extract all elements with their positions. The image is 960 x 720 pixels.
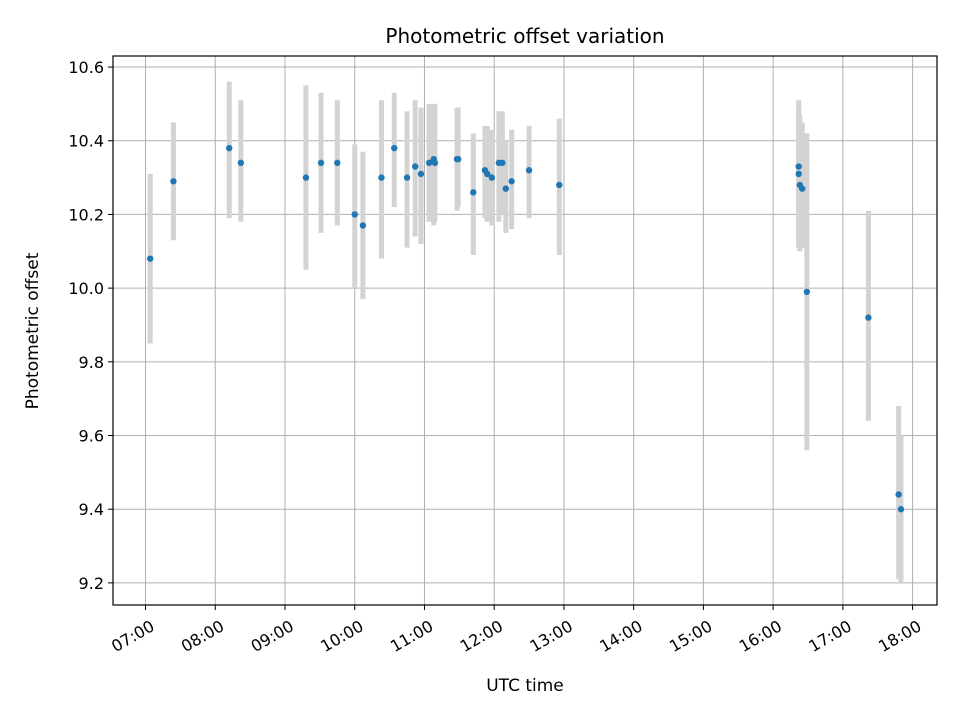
y-tick-label: 10.4 xyxy=(68,132,104,151)
data-point xyxy=(865,314,872,321)
data-point xyxy=(359,222,367,229)
data-point xyxy=(146,255,154,262)
data-point xyxy=(317,159,325,167)
y-axis-label: Photometric offset xyxy=(23,252,43,409)
data-point xyxy=(237,159,245,167)
data-point xyxy=(425,159,433,167)
data-point xyxy=(470,189,477,196)
chart-title: Photometric offset variation xyxy=(385,24,664,48)
plot-frame xyxy=(112,55,938,606)
data-point xyxy=(895,491,902,498)
data-point xyxy=(403,174,411,181)
y-tick-label: 9.8 xyxy=(79,353,104,372)
data-point xyxy=(502,185,510,192)
y-tick-label: 9.6 xyxy=(79,427,104,446)
y-axis: 9.2 9.4 9.6 9.8 10.0 10.2 10.4 10.6 xyxy=(68,58,113,593)
data-point xyxy=(226,144,233,152)
data-point xyxy=(391,144,398,152)
y-tick-label: 10.2 xyxy=(68,205,104,224)
data-point xyxy=(795,170,802,178)
data-point xyxy=(508,178,515,185)
data-point xyxy=(556,181,563,189)
data-point xyxy=(302,174,310,181)
data-point xyxy=(484,170,491,178)
data-point xyxy=(351,211,358,218)
y-tick-label: 10.0 xyxy=(68,279,104,298)
data-points xyxy=(146,144,905,513)
y-tick-label: 9.2 xyxy=(79,574,104,593)
data-point xyxy=(334,159,341,167)
x-axis-label: UTC time xyxy=(486,676,564,696)
data-point xyxy=(488,174,496,181)
data-point xyxy=(525,167,533,174)
data-point xyxy=(499,159,506,167)
data-point xyxy=(803,288,811,296)
y-tick-label: 10.6 xyxy=(68,58,104,77)
data-point xyxy=(795,163,802,170)
data-point xyxy=(431,159,439,167)
data-point xyxy=(170,178,177,185)
data-point xyxy=(897,506,905,513)
data-point xyxy=(798,185,806,192)
data-point xyxy=(454,155,462,163)
y-tick-label: 9.4 xyxy=(79,500,104,519)
data-point xyxy=(378,174,385,181)
data-point xyxy=(411,163,419,170)
data-point xyxy=(417,170,425,178)
